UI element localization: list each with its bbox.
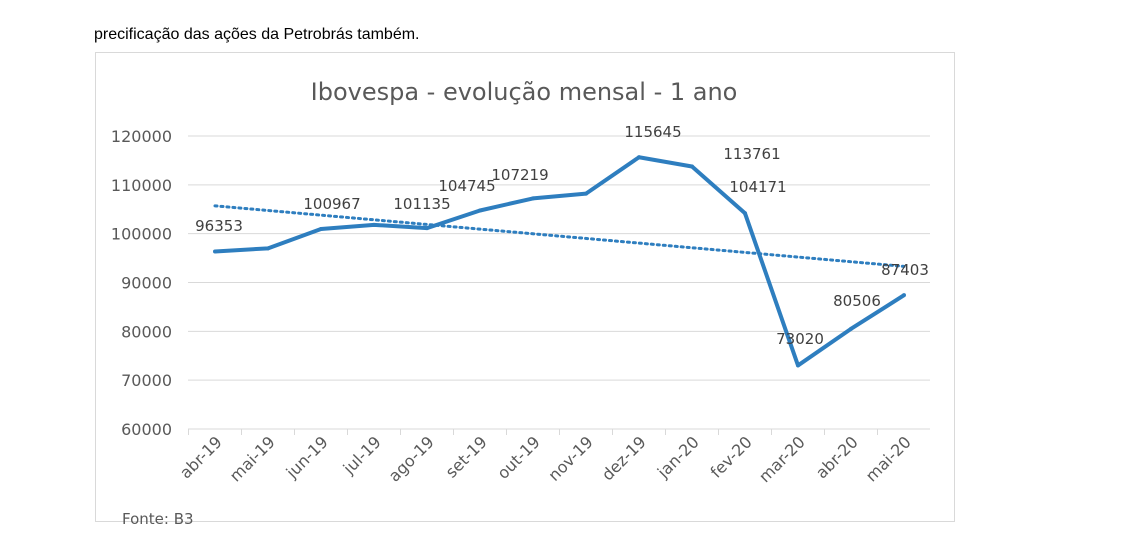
data-point [372,222,376,227]
trendline [213,204,906,268]
chart-frame [95,52,955,522]
y-tick-label: 90000 [121,274,172,293]
x-tick-label: ago-19 [385,432,438,485]
data-point [531,196,535,201]
data-point [902,293,906,298]
x-tick-label: mar-20 [755,432,809,486]
data-label: 113761 [723,145,780,163]
data-point [796,363,800,368]
x-tick-label: abr-20 [812,432,862,482]
data-label: 104171 [729,178,786,196]
x-tick-label: abr-19 [176,432,226,482]
y-tick-label: 70000 [121,371,172,390]
data-point [637,155,641,160]
y-tick-label: 60000 [121,420,172,439]
data-point [425,226,429,231]
data-label: 107219 [491,166,548,184]
y-tick-label: 110000 [111,176,172,195]
data-label: 100967 [303,195,360,213]
data-label: 115645 [624,123,681,141]
x-tick-label: fev-20 [707,432,756,481]
y-tick-label: 80000 [121,322,172,341]
data-label: 80506 [833,292,881,310]
data-point [584,191,588,196]
data-point [213,249,217,254]
x-tick-label: mai-19 [226,432,279,485]
series-line [214,155,906,368]
data-point [743,211,747,216]
data-label: 101135 [393,195,450,213]
x-tick-label: set-19 [442,432,491,481]
data-point [849,326,853,331]
data-label: 96353 [195,217,243,235]
intro-text: precificação das ações da Petrobrás tamb… [94,26,420,43]
data-label: 73020 [776,330,824,348]
source-note: Fonte: B3 [122,510,194,528]
x-tick-label: mai-20 [862,432,915,485]
x-tick-label: dez-19 [598,432,650,484]
x-tick-label: out-19 [493,432,543,482]
data-point [319,226,323,231]
x-tick-label: nov-19 [544,432,596,484]
x-tick-label: jul-19 [339,432,385,478]
data-point [266,246,270,251]
data-label: 87403 [881,261,929,279]
x-tick-label: jun-19 [282,432,332,482]
x-tick-label: jan-20 [653,432,703,482]
y-tick-label: 100000 [111,225,172,244]
data-label: 104745 [438,177,495,195]
data-point [690,164,694,169]
chart-title: Ibovespa - evolução mensal - 1 ano [311,78,738,106]
y-tick-label: 120000 [111,127,172,146]
data-point [478,208,482,213]
